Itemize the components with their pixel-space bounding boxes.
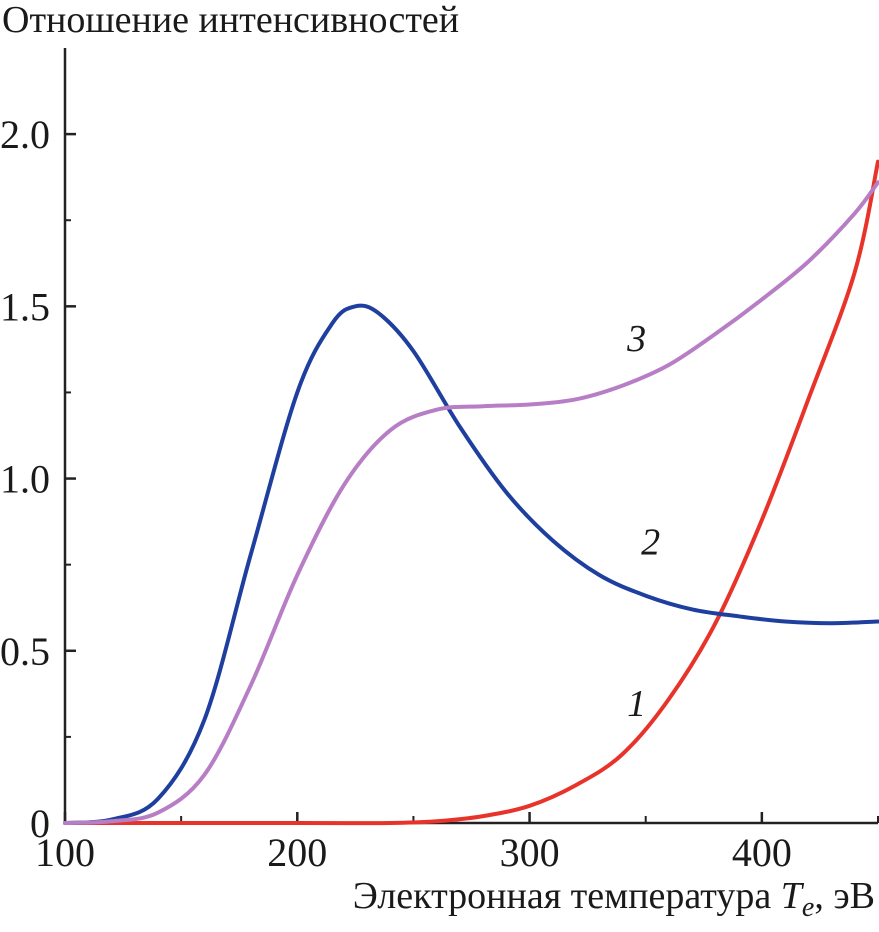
y-axis-title: Отношение интенсивностей bbox=[2, 0, 459, 41]
series-label-1: 1 bbox=[627, 683, 646, 725]
series-line-3 bbox=[63, 180, 879, 825]
x-tick-label: 100 bbox=[35, 830, 95, 875]
y-tick-label: 0 bbox=[30, 801, 50, 846]
series-line-2 bbox=[63, 303, 879, 825]
x-axis-title-variable: T bbox=[781, 875, 805, 917]
series-label-2: 2 bbox=[641, 521, 660, 563]
x-axis-title: Электронная температура Te, эВ bbox=[353, 875, 875, 923]
y-tick-label: 1.5 bbox=[0, 284, 50, 329]
y-tick-label: 0.5 bbox=[0, 629, 50, 674]
x-tick-label: 300 bbox=[500, 830, 560, 875]
series-line-1 bbox=[63, 159, 879, 826]
series-label-3: 3 bbox=[626, 318, 646, 360]
x-axis-title-subscript: e bbox=[802, 892, 814, 923]
x-axis-title-text: Электронная температура bbox=[353, 875, 781, 917]
x-tick-label: 200 bbox=[267, 830, 327, 875]
y-tick-label: 2.0 bbox=[0, 112, 50, 157]
x-axis-title-unit: , эВ bbox=[814, 875, 875, 917]
series-lines bbox=[63, 159, 879, 826]
axes bbox=[63, 48, 878, 825]
y-tick-label: 1.0 bbox=[0, 457, 50, 502]
x-tick-label: 400 bbox=[732, 830, 792, 875]
ticks bbox=[63, 132, 879, 825]
